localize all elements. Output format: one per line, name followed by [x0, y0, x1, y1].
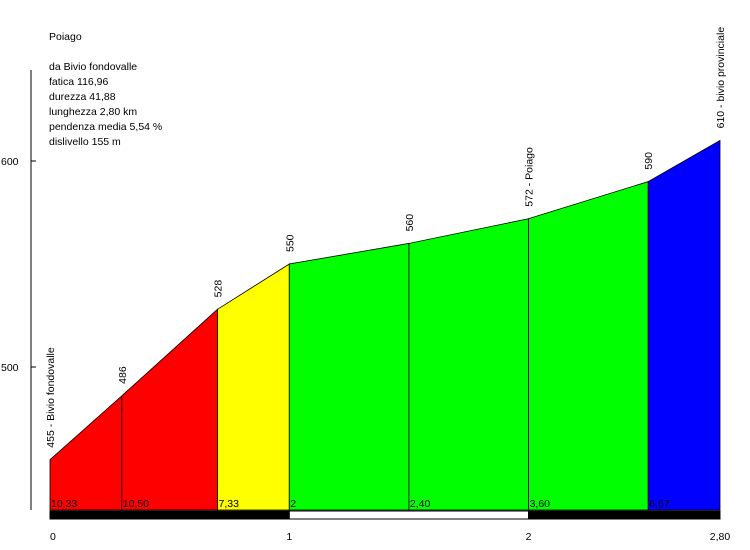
km-bar-block-1 [288, 510, 530, 520]
point-elevation-label-6: 590 [643, 152, 655, 170]
point-elevation-label-5: 572 - Poiago [524, 147, 536, 207]
info-line-start: da Bivio fondovalle [49, 61, 138, 73]
x-tick-label-0: 0 [50, 531, 56, 543]
point-elevation-label-7: 610 - bivio provinciale [715, 27, 727, 129]
profile-segment-5 [528, 181, 649, 511]
profile-segment-6 [647, 139, 721, 511]
y-tick-label-1: 600 [1, 156, 19, 168]
segment-gradient-label-6: 6,67 [649, 498, 670, 510]
x-tick-label-2: 2 [526, 531, 532, 543]
info-line-dislivello: dislivello 155 m [49, 136, 121, 148]
info-line-lunghezza: lunghezza 2,80 km [49, 106, 138, 118]
info-line-fatica: fatica 116,96 [49, 76, 109, 88]
point-elevation-label-1: 486 [117, 366, 129, 384]
profile-segment-2 [217, 263, 290, 511]
point-elevation-label-0: 455 - Bivio fondovalle [45, 347, 57, 448]
route-info: Poiago da Bivio fondovalle fatica 116,96… [49, 30, 162, 150]
segment-gradient-label-4: 2,40 [410, 498, 431, 510]
segment-gradient-label-3: 2 [290, 498, 296, 510]
segment-gradient-label-5: 3,60 [530, 498, 551, 510]
y-tick-label-0: 500 [1, 362, 19, 374]
x-tick-label-1: 1 [286, 531, 292, 543]
segment-gradient-label-0: 10,33 [51, 498, 77, 510]
profile-segment-0 [49, 394, 123, 511]
chart-title: Poiago [49, 31, 82, 43]
segment-gradient-label-1: 10,50 [123, 498, 149, 510]
info-line-durezza: durezza 41,88 [49, 91, 116, 103]
x-tick-label-3: 2,80 [710, 531, 731, 543]
point-elevation-label-4: 560 [404, 214, 416, 232]
info-line-pendenza: pendenza media 5,54 % [49, 121, 163, 133]
profile-segment-4 [408, 218, 529, 511]
profile-segment-3 [288, 242, 410, 511]
segment-gradient-label-2: 7,33 [219, 498, 240, 510]
point-elevation-label-2: 528 [213, 280, 225, 298]
km-bar-block-2 [528, 510, 721, 520]
km-bar-block-0 [49, 510, 290, 520]
point-elevation-label-3: 550 [284, 234, 296, 252]
profile-segment-1 [121, 308, 218, 511]
